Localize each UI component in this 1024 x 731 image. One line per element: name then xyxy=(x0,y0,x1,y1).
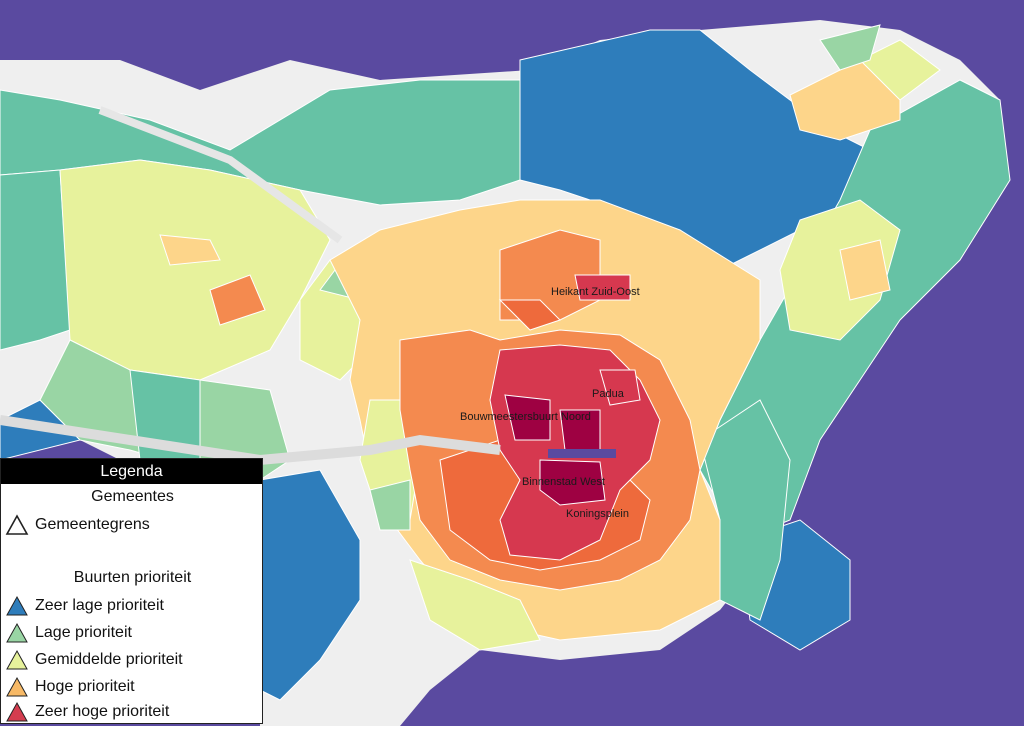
label-koningsplein: Koningsplein xyxy=(566,508,629,520)
neighbourhood-medium-ring-s xyxy=(409,559,541,651)
legend-item-label: Lage prioriteit xyxy=(35,624,132,641)
label-heikant-zuid-oost: Heikant Zuid-Oost xyxy=(551,286,640,298)
boundary-triangle-icon xyxy=(5,514,29,535)
neighbourhood-low-ne xyxy=(819,24,881,71)
legend-group-buurten: Buurten prioriteit xyxy=(73,569,192,586)
legend-item-label: Zeer lage prioriteit xyxy=(35,597,164,614)
low-triangle-icon xyxy=(6,622,28,643)
neighbourhood-high-w2 xyxy=(159,234,221,266)
railway-line xyxy=(0,415,501,466)
legend-item-high: Hoge prioriteit xyxy=(5,676,135,698)
neighbourhood-red-padua xyxy=(599,369,641,406)
legend-row-boundary: Gemeentegrens xyxy=(5,514,150,536)
label-padua: Padua xyxy=(592,388,625,400)
neighbourhood-teal-sw xyxy=(129,369,201,471)
neighbourhood-high-east xyxy=(839,239,891,301)
neighbourhood-dark-red-1 xyxy=(504,394,551,441)
neighbourhood-medium-ne xyxy=(859,39,941,101)
legend-item-label: Gemiddelde prioriteit xyxy=(35,651,183,668)
medium-triangle-icon xyxy=(6,649,28,670)
neighbourhood-red-heikant xyxy=(574,274,631,301)
map-legend: Legenda Gemeentes Gemeentegrens Buurten … xyxy=(0,458,263,724)
neighbourhood-medium-east xyxy=(779,199,901,341)
neighbourhood-teal-west xyxy=(0,169,71,351)
legend-item-label: Hoge prioriteit xyxy=(35,678,135,695)
legend-item-low: Lage prioriteit xyxy=(5,622,132,644)
high-triangle-icon xyxy=(6,676,28,697)
label-binnenstad-west: Binnenstad West xyxy=(522,476,605,488)
legend-boundary-label: Gemeentegrens xyxy=(35,516,150,533)
neighbourhood-dark-red-3 xyxy=(539,459,606,506)
legend-item-very-low: Zeer lage prioriteit xyxy=(5,595,164,617)
neighbourhood-very-low-sw xyxy=(259,469,361,701)
label-bouwmeestersbuurt-noord: Bouwmeestersbuurt Noord xyxy=(460,411,591,423)
legend-item-label: Zeer hoge prioriteit xyxy=(35,703,170,720)
neighbourhood-low-ring-sw xyxy=(369,479,411,531)
legend-group-gemeentes: Gemeentes xyxy=(91,488,174,505)
very-low-triangle-icon xyxy=(6,595,28,616)
central-canal xyxy=(548,449,616,458)
neighbourhood-dark-orange-n xyxy=(498,299,561,331)
road-west xyxy=(98,106,343,244)
legend-title: Legenda xyxy=(1,459,262,484)
legend-item-medium: Gemiddelde prioriteit xyxy=(5,649,183,671)
very-high-triangle-icon xyxy=(6,701,28,722)
legend-item-very-high: Zeer hoge prioriteit xyxy=(5,701,169,723)
neighbourhood-high-w1 xyxy=(209,274,266,326)
